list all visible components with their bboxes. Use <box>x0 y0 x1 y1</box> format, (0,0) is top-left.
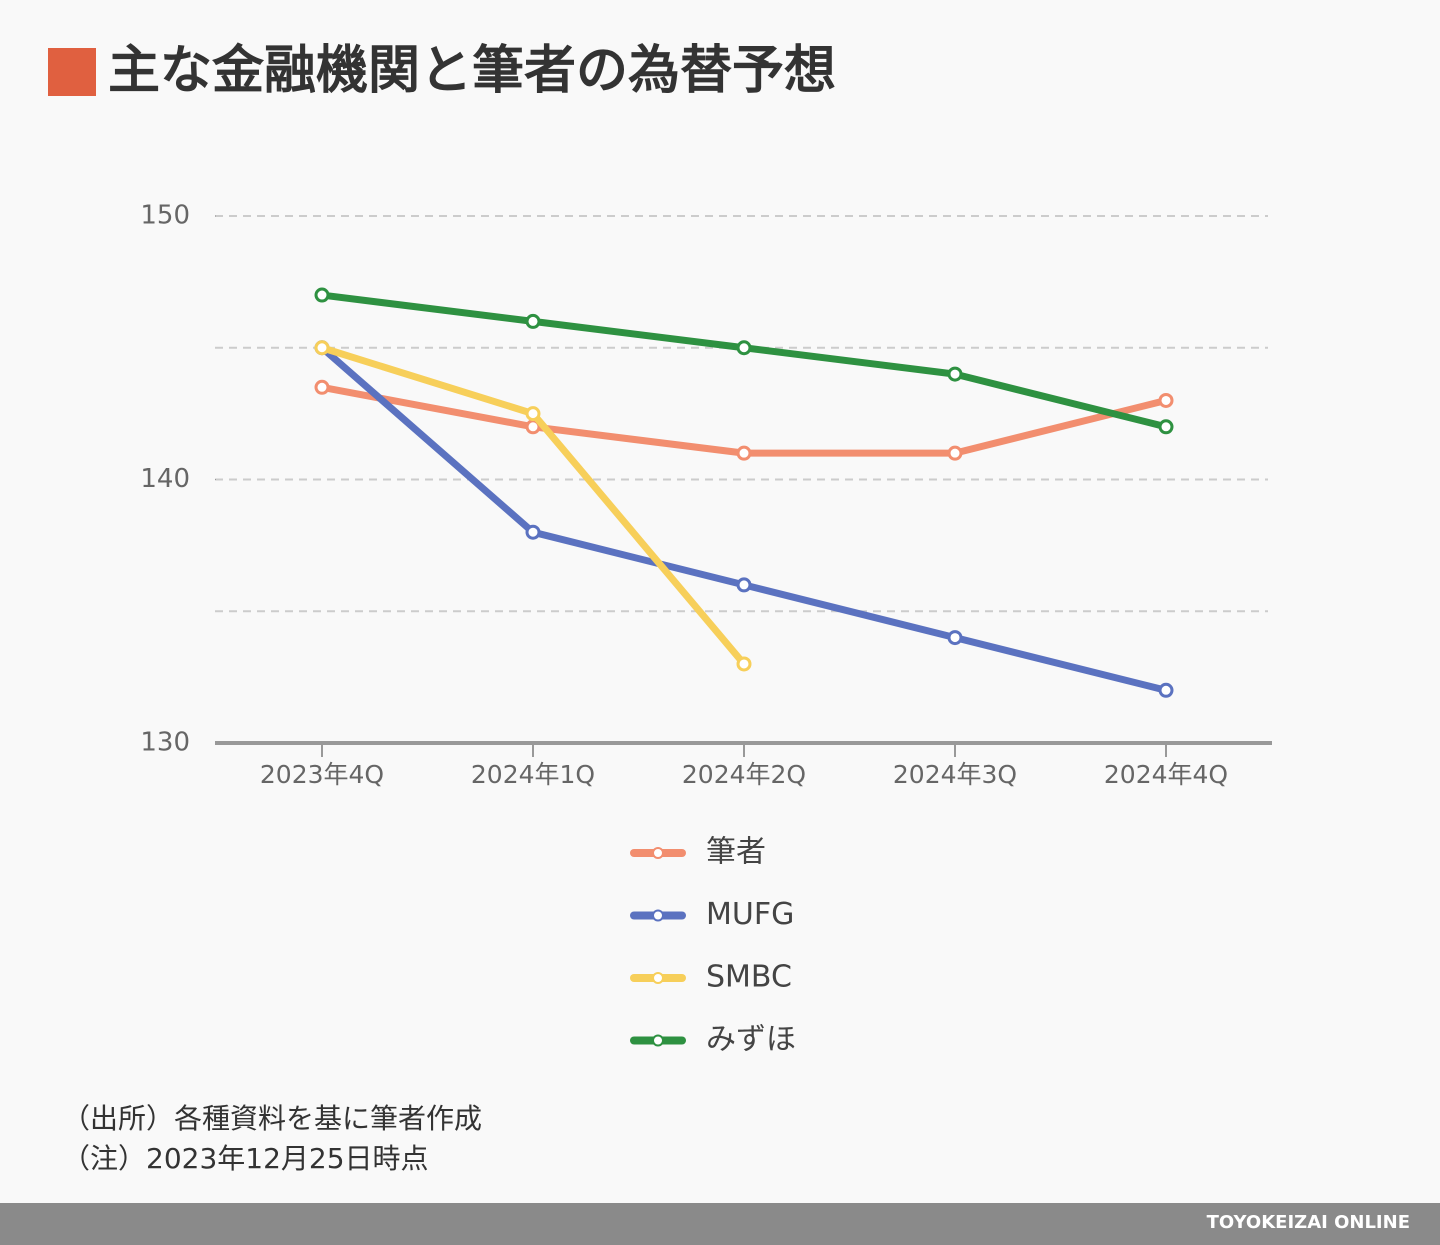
x-tick-label: 2023年4Q <box>260 760 384 789</box>
point <box>314 340 330 356</box>
point <box>1158 682 1174 698</box>
legend-dot <box>652 847 664 859</box>
point <box>525 406 541 422</box>
point <box>947 630 963 646</box>
legend-dot <box>652 972 664 984</box>
x-tick-label: 2024年2Q <box>682 760 806 789</box>
x-tick-label: 2024年4Q <box>1104 760 1228 789</box>
point <box>525 524 541 540</box>
point <box>947 445 963 461</box>
legend-label: MUFG <box>706 897 794 932</box>
point <box>947 366 963 382</box>
point <box>736 445 752 461</box>
footer-bar <box>0 1203 1440 1245</box>
point <box>736 340 752 356</box>
legend-label: みずほ <box>706 1022 796 1057</box>
point <box>314 287 330 303</box>
note: （出所）各種資料を基に筆者作成 <box>62 1102 482 1135</box>
point <box>736 577 752 593</box>
chart-title: 主な金融機関と筆者の為替予想 <box>108 41 836 101</box>
series-line <box>321 291 1167 431</box>
point <box>1158 419 1174 435</box>
series-line <box>319 345 1167 694</box>
series-line <box>320 344 747 667</box>
x-tick-label: 2024年1Q <box>471 760 595 789</box>
y-tick-label: 150 <box>140 201 190 231</box>
point <box>525 313 541 329</box>
point <box>736 656 752 672</box>
y-tick-label: 130 <box>140 728 190 758</box>
legend-dot <box>652 1034 664 1047</box>
footer: TOYOKEIZAI ONLINE <box>1207 1212 1410 1233</box>
legend-label: 筆者 <box>706 835 766 870</box>
legend-label: SMBC <box>706 960 792 995</box>
point <box>1158 392 1174 408</box>
legend-dot <box>652 909 664 922</box>
y-tick-label: 140 <box>140 464 190 494</box>
x-tick-label: 2024年3Q <box>893 760 1017 789</box>
point <box>314 379 330 395</box>
note: （注）2023年12月25日時点 <box>62 1142 429 1175</box>
title-marker <box>48 48 96 96</box>
